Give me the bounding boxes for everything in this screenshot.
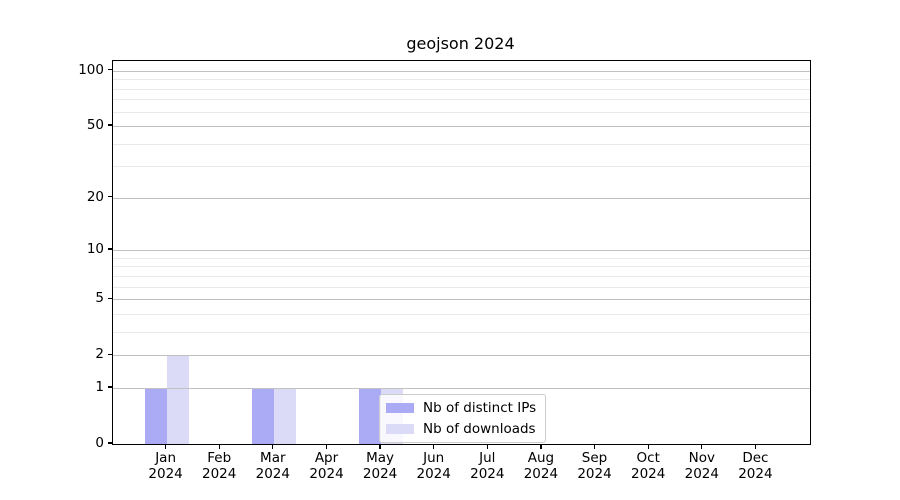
y-tick-label-5: 5 — [95, 290, 104, 307]
x-tick-label-may: May 2024 — [362, 450, 398, 482]
legend-label-distinct-ips: Nb of distinct IPs — [423, 400, 537, 416]
bar-distinct-ips-jan — [144, 387, 167, 444]
legend-swatch-distinct-ips — [386, 403, 414, 413]
x-tick-oct — [647, 444, 649, 449]
x-tick-aug — [540, 444, 542, 449]
y-tick-50 — [107, 124, 112, 126]
y-tick-1 — [107, 386, 112, 388]
x-tick-label-sep: Sep 2024 — [577, 450, 612, 482]
y-tick-2 — [107, 353, 112, 355]
x-tick-label-apr: Apr 2024 — [309, 450, 344, 482]
x-tick-label-oct: Oct 2024 — [631, 450, 666, 482]
plot-inner: Nb of distinct IPs Nb of downloads — [113, 61, 810, 444]
legend: Nb of distinct IPs Nb of downloads — [379, 394, 547, 443]
y-tick-20 — [107, 196, 112, 198]
plot-area: Nb of distinct IPs Nb of downloads — [112, 60, 811, 445]
x-tick-label-jul: Jul 2024 — [470, 450, 505, 482]
y-tick-label-0: 0 — [95, 435, 104, 451]
bar-downloads-mar — [273, 387, 296, 444]
y-tick-label-50: 50 — [86, 117, 104, 133]
x-tick-label-jun: Jun 2024 — [416, 450, 451, 482]
legend-label-downloads: Nb of downloads — [423, 421, 536, 437]
bar-downloads-jan — [166, 355, 189, 444]
chart-title: geojson 2024 — [406, 34, 515, 53]
y-tick-label-20: 20 — [86, 188, 104, 205]
y-tick-label-2: 2 — [95, 346, 104, 363]
x-tick-dec — [754, 444, 756, 449]
x-tick-feb — [218, 444, 220, 449]
bars-layer — [113, 61, 810, 444]
y-tick-label-100: 100 — [78, 61, 104, 78]
x-tick-label-dec: Dec 2024 — [738, 450, 773, 482]
bar-distinct-ips-mar — [251, 387, 274, 444]
x-tick-label-mar: Mar 2024 — [255, 450, 290, 482]
x-tick-may — [379, 444, 381, 449]
y-tick-100 — [107, 69, 112, 71]
x-tick-label-feb: Feb 2024 — [202, 450, 237, 482]
x-tick-sep — [593, 444, 596, 449]
y-tick-label-10: 10 — [86, 241, 104, 258]
x-tick-jan — [165, 444, 167, 449]
x-tick-label-jan: Jan 2024 — [148, 450, 183, 482]
legend-entry-distinct-ips: Nb of distinct IPs — [386, 400, 536, 416]
y-tick-10 — [107, 248, 112, 250]
y-tick-label-1: 1 — [95, 378, 104, 395]
x-tick-jul — [486, 444, 488, 449]
x-tick-mar — [272, 444, 274, 449]
legend-swatch-downloads — [386, 424, 414, 434]
x-tick-nov — [701, 444, 703, 449]
bar-distinct-ips-may — [359, 387, 382, 444]
legend-entry-downloads: Nb of downloads — [386, 421, 536, 437]
x-tick-jun — [433, 444, 435, 449]
y-tick-5 — [107, 297, 112, 299]
x-tick-label-aug: Aug 2024 — [523, 450, 559, 482]
y-tick-0 — [107, 442, 112, 444]
x-tick-apr — [325, 444, 328, 449]
x-tick-label-nov: Nov 2024 — [684, 450, 719, 482]
